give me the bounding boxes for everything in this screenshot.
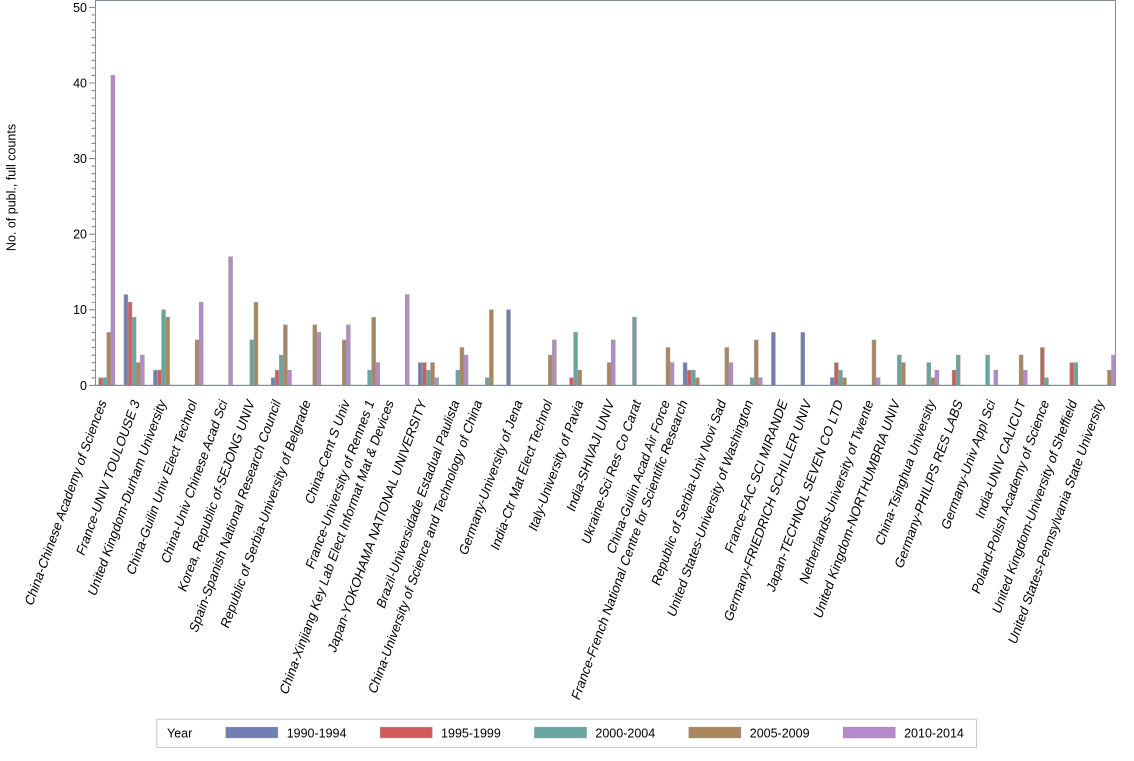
svg-text:20: 20 <box>73 228 87 242</box>
svg-text:1995-1999: 1995-1999 <box>441 726 501 740</box>
svg-text:No. of publ., full counts: No. of publ., full counts <box>5 124 19 251</box>
svg-text:Year: Year <box>167 726 192 740</box>
svg-text:2000-2004: 2000-2004 <box>595 726 655 740</box>
svg-text:50: 50 <box>73 1 87 15</box>
svg-text:30: 30 <box>73 152 87 166</box>
svg-text:40: 40 <box>73 76 87 90</box>
svg-text:10: 10 <box>73 303 87 317</box>
svg-text:2005-2009: 2005-2009 <box>750 726 810 740</box>
svg-text:0: 0 <box>80 379 87 393</box>
svg-text:1990-1994: 1990-1994 <box>287 726 347 740</box>
svg-text:2010-2014: 2010-2014 <box>904 726 964 740</box>
